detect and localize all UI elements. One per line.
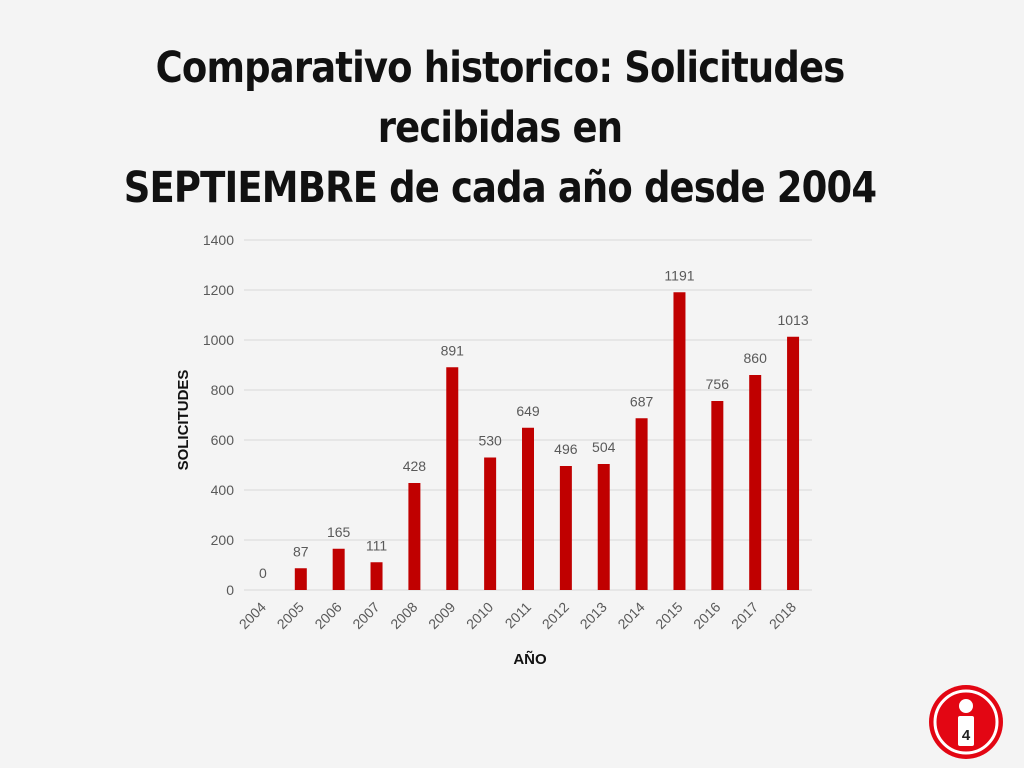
y-tick-label: 400: [211, 482, 235, 498]
x-tick-label-2015: 2015: [652, 599, 685, 632]
data-label-2007: 111: [366, 537, 387, 553]
y-tick-label: 1000: [203, 332, 234, 348]
x-tick-label-2011: 2011: [502, 599, 535, 632]
data-label-2006: 165: [327, 524, 351, 540]
y-tick-label: 0: [226, 582, 234, 598]
x-axis-title: AÑO: [513, 650, 547, 668]
bar-2014: [635, 418, 648, 590]
data-labels: 0 87 165 111 428 891 530 649 496 504 687 1191 756 860…: [259, 267, 809, 581]
data-label-2016: 756: [706, 376, 730, 392]
data-label-2011: 649: [516, 403, 540, 419]
x-tick-label-2006: 2006: [311, 599, 344, 632]
data-label-2014: 687: [630, 393, 654, 409]
slide-title-line-2: SEPTIEMBRE de cada año desde 2004: [123, 163, 877, 213]
x-tick-label-2017: 2017: [728, 599, 761, 632]
bars: [294, 292, 800, 590]
x-tick-label-2009: 2009: [425, 599, 458, 632]
slide-title-line-1: Comparativo historico: Solicitudes recib…: [155, 43, 846, 153]
slide-title: Comparativo historico: Solicitudes recib…: [70, 38, 930, 218]
bar-2012: [559, 466, 572, 590]
bar-2010: [484, 457, 497, 590]
bar-2009: [446, 367, 459, 590]
x-tick-label-2008: 2008: [387, 599, 420, 632]
y-tick-label: 1400: [203, 232, 234, 248]
page-number: 4: [961, 727, 971, 744]
x-tick-label-2016: 2016: [690, 599, 723, 632]
y-tick-label: 800: [211, 382, 235, 398]
data-label-2008: 428: [403, 458, 427, 474]
x-tick-label-2004: 2004: [236, 599, 269, 632]
bar-2008: [408, 483, 421, 590]
bar-2013: [597, 464, 610, 590]
data-label-2010: 530: [478, 433, 502, 449]
x-tick-label-2012: 2012: [539, 599, 572, 632]
bar-2011: [522, 427, 534, 590]
bar-2007: [370, 562, 383, 590]
y-tick-label: 600: [211, 432, 235, 448]
data-label-2015: 1191: [664, 267, 694, 283]
data-label-2004: 0: [259, 565, 267, 581]
data-label-2005: 87: [293, 543, 309, 559]
y-tick-label: 1200: [203, 282, 234, 298]
info-logo-icon: [929, 685, 1003, 759]
x-tick-label-2005: 2005: [274, 599, 307, 632]
x-axis-ticks: 2004 2005 2006 2007 2008 2009 2010 2011 2012 2013…: [236, 599, 800, 632]
bar-2018: [787, 336, 800, 590]
bar-2006: [332, 548, 345, 590]
x-tick-label-2018: 2018: [766, 599, 799, 632]
data-label-2009: 891: [441, 342, 465, 358]
bar-2005: [294, 568, 307, 590]
bar-2016: [711, 401, 724, 590]
bar-2015: [673, 292, 686, 590]
x-tick-label-2013: 2013: [577, 599, 610, 632]
data-label-2018: 1013: [777, 312, 808, 328]
x-tick-label-2014: 2014: [614, 599, 647, 632]
data-label-2017: 860: [744, 350, 768, 366]
x-tick-label-2010: 2010: [463, 599, 496, 632]
data-label-2013: 504: [592, 439, 616, 455]
y-axis-title: SOLICITUDES: [175, 370, 192, 471]
bar-2017: [749, 375, 762, 590]
y-axis-ticks: 0 200 400 600 800 1000 1200 1400: [203, 232, 234, 598]
data-label-2012: 496: [554, 441, 578, 457]
y-tick-label: 200: [211, 532, 235, 548]
x-tick-label-2007: 2007: [349, 599, 382, 632]
